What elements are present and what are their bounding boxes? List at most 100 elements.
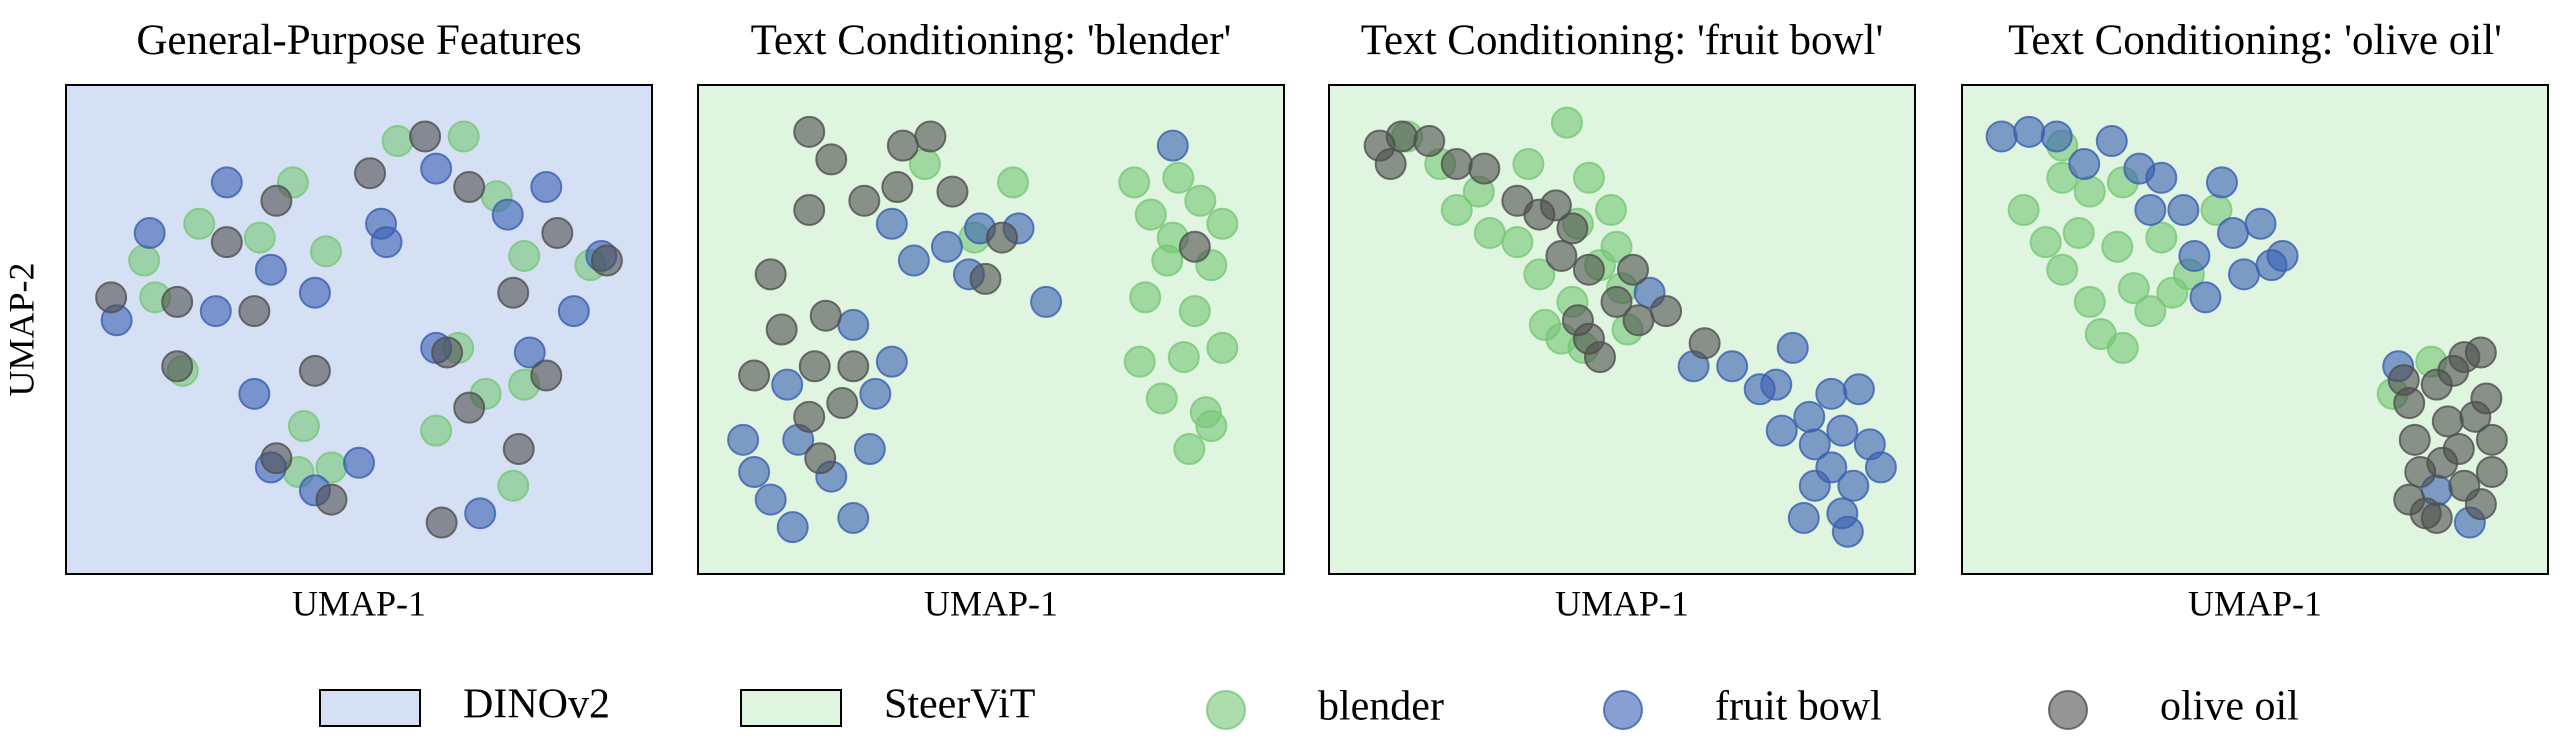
scatter-point [1173, 433, 1206, 466]
scatter-point [837, 350, 870, 383]
scatter-point [2475, 423, 2508, 456]
scatter-point [464, 497, 497, 530]
scatter-point [1145, 382, 1178, 415]
scatter-point [530, 359, 563, 392]
scatter-point [425, 506, 458, 539]
scatter-point [409, 120, 442, 153]
scatter-point [754, 483, 787, 516]
scatter-point [1440, 193, 1473, 226]
scatter-point [243, 221, 276, 254]
scatter-point [254, 253, 287, 286]
scatter-point [969, 262, 1002, 295]
scatter-point [530, 171, 563, 204]
scatter-point [343, 446, 375, 479]
scatter-point [1743, 373, 1776, 406]
scatter-point [1167, 341, 1200, 374]
scatter-point [298, 354, 331, 387]
scatter-point [210, 166, 243, 199]
scatter-point [936, 175, 969, 208]
scatter-point [1523, 258, 1556, 291]
scatter-point [1622, 304, 1655, 337]
scatter-point [826, 387, 859, 420]
scatter-point [497, 276, 530, 309]
scatter-point [1572, 253, 1605, 286]
panel-frame [697, 84, 1285, 575]
scatter-point [210, 226, 243, 259]
panel-frame [1328, 84, 1916, 575]
scatter-point [381, 125, 414, 158]
scatter-point [875, 345, 908, 378]
scatter-point [1206, 207, 1239, 240]
panel-frame [65, 84, 653, 575]
legend-marker [1206, 690, 1246, 730]
scatter-point [161, 285, 194, 318]
scatter-point [1572, 161, 1605, 194]
scatter-point [930, 230, 963, 263]
legend-label: SteerViT [884, 682, 1035, 728]
scatter-point [809, 299, 842, 332]
panel-title: General-Purpose Features [136, 17, 581, 64]
scatter-point [2101, 230, 2134, 263]
scatter-point [497, 469, 530, 502]
scatter-point [2387, 364, 2420, 397]
scatter-point [1118, 166, 1151, 199]
scatter-point [2475, 455, 2508, 488]
legend-swatch [319, 689, 421, 727]
scatter-point [1523, 198, 1556, 231]
scatter-point [431, 336, 464, 369]
scatter-point [238, 295, 271, 328]
scatter-point [2464, 488, 2497, 521]
scatter-point [447, 120, 480, 153]
scatter-point [2216, 216, 2249, 249]
legend-label: DINOv2 [463, 682, 610, 728]
scatter-point [1440, 148, 1473, 181]
scatter-point [2068, 148, 2101, 181]
scatter-point [1600, 230, 1633, 263]
panel-title: Text Conditioning: 'olive oil' [2008, 17, 2502, 64]
scatter-point [2046, 253, 2079, 286]
scatter-point [1468, 152, 1501, 185]
scatter-point [491, 198, 524, 231]
scatter-point [837, 308, 870, 341]
scatter-point [370, 226, 403, 259]
scatter-point [1413, 125, 1446, 158]
scatter-point [1556, 212, 1589, 245]
scatter-point [2145, 221, 2178, 254]
scatter-point [1985, 120, 2018, 153]
scatter-point [2178, 239, 2211, 272]
x-axis-label: UMAP-1 [1555, 583, 1689, 623]
scatter-point [2189, 281, 2222, 314]
scatter-point [2398, 423, 2431, 456]
scatter-point [2437, 354, 2470, 387]
scatter-point [1815, 377, 1848, 410]
scatter-point [1826, 414, 1859, 447]
scatter-point [793, 400, 826, 433]
scatter-point [508, 239, 541, 272]
scatter-point [914, 120, 947, 153]
scatter-point [541, 216, 574, 249]
scatter-point [420, 414, 453, 447]
scatter-point [1512, 148, 1545, 181]
scatter-point [837, 501, 870, 534]
scatter-point [354, 157, 387, 190]
scatter-point [1793, 400, 1826, 433]
scatter-point [1178, 295, 1211, 328]
scatter-point [128, 244, 161, 277]
scatter-point [2156, 276, 2189, 309]
scatter-point [133, 216, 166, 249]
scatter-point [1594, 193, 1627, 226]
scatter-point [1206, 331, 1239, 364]
scatter-point [453, 171, 486, 204]
scatter-point [1550, 106, 1583, 139]
scatter-point [1545, 239, 1578, 272]
scatter-point [260, 184, 293, 217]
scatter-point [886, 129, 919, 162]
scatter-point [199, 295, 232, 328]
scatter-point [793, 115, 826, 148]
scatter-point [776, 511, 809, 544]
scatter-point [1385, 120, 1418, 153]
scatter-point [1156, 129, 1189, 162]
scatter-point [2426, 446, 2459, 479]
scatter-point [815, 143, 848, 176]
scatter-point [1030, 285, 1063, 318]
